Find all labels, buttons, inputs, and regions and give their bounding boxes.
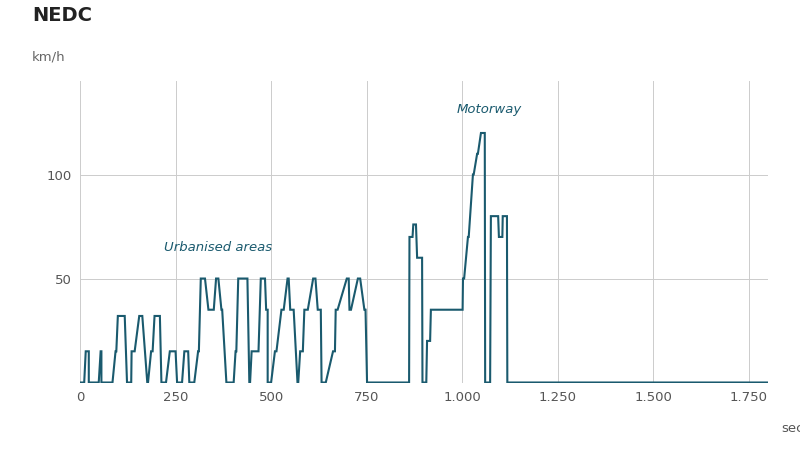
Text: Urbanised areas: Urbanised areas (164, 241, 272, 254)
Text: NEDC: NEDC (32, 5, 92, 25)
Text: sec.: sec. (782, 422, 800, 435)
Text: km/h: km/h (32, 51, 66, 64)
Text: Motorway: Motorway (457, 104, 522, 117)
